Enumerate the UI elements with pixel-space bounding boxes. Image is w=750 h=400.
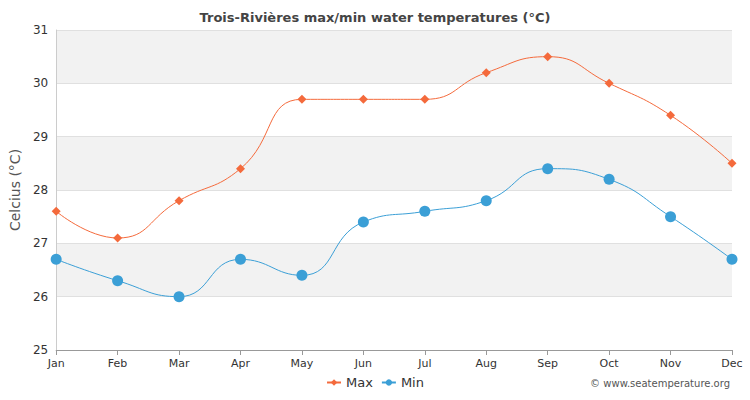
svg-text:May: May (291, 357, 314, 370)
svg-text:Max: Max (346, 375, 373, 390)
svg-text:Celcius (°C): Celcius (°C) (7, 149, 23, 231)
svg-text:27: 27 (33, 236, 48, 250)
svg-text:Jul: Jul (417, 357, 431, 370)
svg-text:26: 26 (33, 290, 48, 304)
svg-text:© www.seatemperature.org: © www.seatemperature.org (590, 378, 730, 389)
svg-text:30: 30 (33, 76, 48, 90)
svg-text:Trois-Rivières max/min water t: Trois-Rivières max/min water temperature… (200, 10, 551, 25)
svg-text:29: 29 (33, 130, 48, 144)
svg-text:Nov: Nov (660, 357, 682, 370)
svg-text:25: 25 (33, 343, 48, 357)
svg-text:Mar: Mar (169, 357, 190, 370)
svg-text:28: 28 (33, 183, 48, 197)
svg-text:Sep: Sep (537, 357, 558, 370)
svg-text:Min: Min (401, 375, 424, 390)
svg-text:Apr: Apr (231, 357, 251, 370)
svg-text:Oct: Oct (600, 357, 620, 370)
svg-text:Aug: Aug (476, 357, 497, 370)
svg-text:Dec: Dec (721, 357, 742, 370)
svg-text:Jan: Jan (47, 357, 65, 370)
svg-text:Feb: Feb (108, 357, 127, 370)
svg-text:Jun: Jun (354, 357, 372, 370)
svg-text:31: 31 (33, 23, 48, 37)
